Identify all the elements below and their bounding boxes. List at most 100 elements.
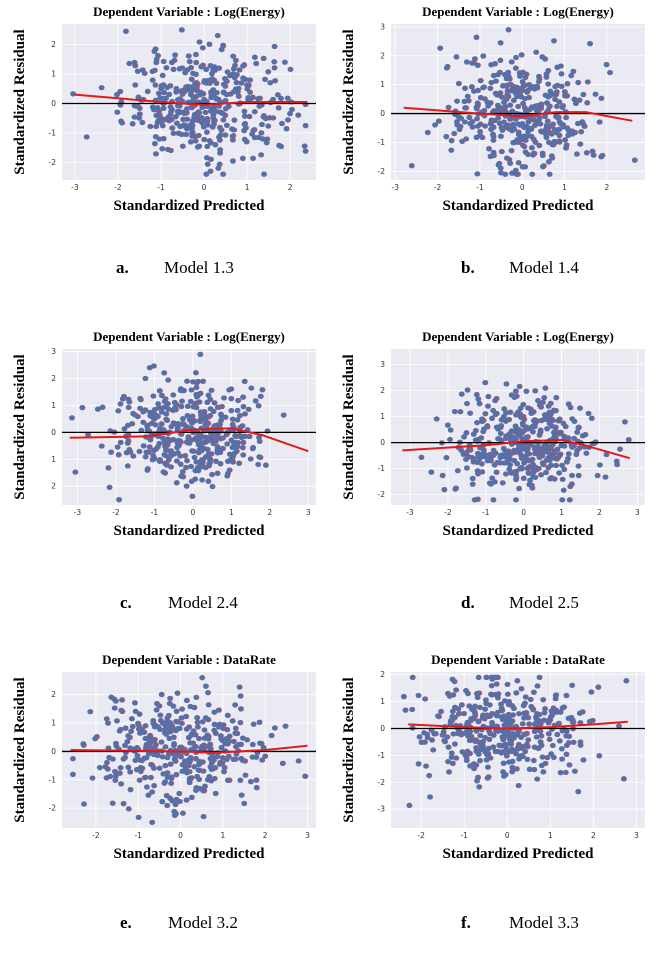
data-point xyxy=(289,107,294,112)
data-point xyxy=(130,453,135,458)
data-point xyxy=(147,413,152,418)
data-point xyxy=(543,415,548,420)
data-point xyxy=(623,678,628,683)
data-point xyxy=(159,739,164,744)
data-point xyxy=(496,105,501,110)
data-point xyxy=(597,119,602,124)
data-point xyxy=(269,733,274,738)
data-point xyxy=(115,408,120,413)
data-point xyxy=(513,497,518,502)
data-point xyxy=(511,748,516,753)
data-point xyxy=(544,426,549,431)
data-point xyxy=(481,108,486,113)
data-point xyxy=(584,100,589,105)
data-point xyxy=(134,745,139,750)
data-point xyxy=(428,470,433,475)
data-point xyxy=(499,125,504,130)
data-point xyxy=(525,405,530,410)
data-point xyxy=(235,398,240,403)
data-point xyxy=(107,485,112,490)
data-point xyxy=(467,411,472,416)
data-point xyxy=(432,122,437,127)
data-point xyxy=(95,407,100,412)
y-tick-label: 2 xyxy=(380,670,385,679)
data-point xyxy=(575,80,580,85)
data-point xyxy=(483,675,488,680)
data-point xyxy=(171,131,176,136)
data-point xyxy=(477,401,482,406)
data-point xyxy=(196,736,201,741)
data-point xyxy=(560,421,565,426)
caption-c: c.Model 2.4 xyxy=(120,593,238,613)
data-point xyxy=(243,773,248,778)
data-point xyxy=(180,416,185,421)
data-point xyxy=(504,155,509,160)
x-tick-label: 2 xyxy=(591,831,596,840)
data-point xyxy=(228,408,233,413)
chart-title: Dependent Variable : Log(Energy) xyxy=(93,329,285,344)
data-point xyxy=(478,95,483,100)
data-point xyxy=(499,750,504,755)
data-point xyxy=(276,105,281,110)
data-point xyxy=(490,408,495,413)
data-point xyxy=(150,393,155,398)
data-point xyxy=(495,691,500,696)
data-point xyxy=(527,767,532,772)
data-point xyxy=(475,88,480,93)
data-point xyxy=(157,713,162,718)
data-point xyxy=(521,715,526,720)
data-point xyxy=(525,737,530,742)
data-point xyxy=(174,480,179,485)
data-point xyxy=(116,452,121,457)
data-point xyxy=(152,422,157,427)
data-point xyxy=(180,144,185,149)
data-point xyxy=(188,139,193,144)
data-point xyxy=(529,483,534,488)
data-point xyxy=(173,754,178,759)
data-point xyxy=(578,129,583,134)
data-point xyxy=(196,460,201,465)
data-point xyxy=(486,146,491,151)
data-point xyxy=(199,744,204,749)
data-point xyxy=(474,778,479,783)
data-point xyxy=(115,444,120,449)
data-point xyxy=(495,72,500,77)
data-point xyxy=(208,169,213,174)
data-point xyxy=(513,389,518,394)
data-point xyxy=(167,726,172,731)
y-tick-label: 2 xyxy=(51,482,56,491)
data-point xyxy=(190,379,195,384)
data-point xyxy=(136,726,141,731)
x-tick-label: 0 xyxy=(190,508,195,517)
data-point xyxy=(303,123,308,128)
data-point xyxy=(516,783,521,788)
data-point xyxy=(143,775,148,780)
data-point xyxy=(554,456,559,461)
data-point xyxy=(236,461,241,466)
data-point xyxy=(302,144,307,149)
data-point xyxy=(513,477,518,482)
data-point xyxy=(597,462,602,467)
y-axis-label: Standardized Residual xyxy=(12,677,28,822)
data-point xyxy=(128,787,133,792)
data-point xyxy=(482,380,487,385)
data-point xyxy=(480,744,485,749)
data-point xyxy=(501,761,506,766)
data-point xyxy=(243,125,248,130)
data-point xyxy=(518,94,523,99)
data-point xyxy=(164,418,169,423)
data-point xyxy=(120,396,125,401)
data-point xyxy=(464,401,469,406)
data-point xyxy=(137,111,142,116)
data-point xyxy=(168,464,173,469)
data-point xyxy=(135,104,140,109)
data-point xyxy=(416,761,421,766)
data-point xyxy=(237,684,242,689)
data-point xyxy=(466,454,471,459)
data-point xyxy=(540,460,545,465)
data-point xyxy=(252,55,257,60)
x-tick-label: -1 xyxy=(151,508,159,517)
